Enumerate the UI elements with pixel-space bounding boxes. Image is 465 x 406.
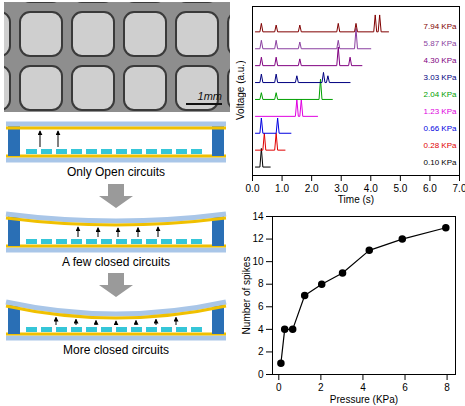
svg-text:7.0: 7.0 — [453, 183, 465, 194]
svg-text:0: 0 — [258, 369, 264, 380]
svg-text:14: 14 — [252, 211, 264, 222]
svg-text:0.28 KPa: 0.28 KPa — [424, 141, 457, 150]
svg-text:7.94 KPa: 7.94 KPa — [424, 22, 457, 31]
svg-text:Only Open circuits: Only Open circuits — [67, 165, 165, 179]
svg-text:5.0: 5.0 — [393, 183, 407, 194]
svg-text:6.0: 6.0 — [423, 183, 437, 194]
svg-text:0.10 KPa: 0.10 KPa — [424, 158, 457, 167]
svg-text:2.04 KPa: 2.04 KPa — [424, 90, 457, 99]
svg-text:2: 2 — [258, 346, 264, 357]
svg-text:2.0: 2.0 — [305, 183, 319, 194]
svg-text:0: 0 — [276, 382, 282, 393]
svg-text:1.0: 1.0 — [275, 183, 289, 194]
svg-text:1mm: 1mm — [198, 90, 222, 102]
svg-text:6: 6 — [258, 301, 264, 312]
svg-text:0.0: 0.0 — [246, 183, 260, 194]
svg-text:A few closed circuits: A few closed circuits — [62, 255, 170, 269]
svg-text:1.23 KPa: 1.23 KPa — [424, 107, 457, 116]
svg-text:12: 12 — [252, 233, 264, 244]
svg-text:4: 4 — [360, 382, 366, 393]
svg-text:More closed circuits: More closed circuits — [63, 343, 169, 357]
svg-text:4.0: 4.0 — [364, 183, 378, 194]
svg-text:Pressure (KPa): Pressure (KPa) — [330, 394, 398, 405]
svg-text:5.87 KPa: 5.87 KPa — [424, 39, 457, 48]
svg-text:0.66 KPa: 0.66 KPa — [424, 124, 457, 133]
svg-text:10: 10 — [252, 256, 264, 267]
svg-text:6: 6 — [402, 382, 408, 393]
svg-text:8: 8 — [258, 278, 264, 289]
svg-text:2: 2 — [318, 382, 324, 393]
svg-text:Time (s): Time (s) — [338, 194, 374, 205]
svg-text:Number of spikes: Number of spikes — [241, 257, 252, 335]
svg-text:3.0: 3.0 — [334, 183, 348, 194]
html-text:Voltage (a.u.): Voltage (a.u.) — [234, 60, 246, 121]
svg-text:8: 8 — [444, 382, 450, 393]
svg-text:4.30 KPa: 4.30 KPa — [424, 56, 457, 65]
svg-text:4: 4 — [258, 324, 264, 335]
svg-text:3.03 KPa: 3.03 KPa — [424, 73, 457, 82]
